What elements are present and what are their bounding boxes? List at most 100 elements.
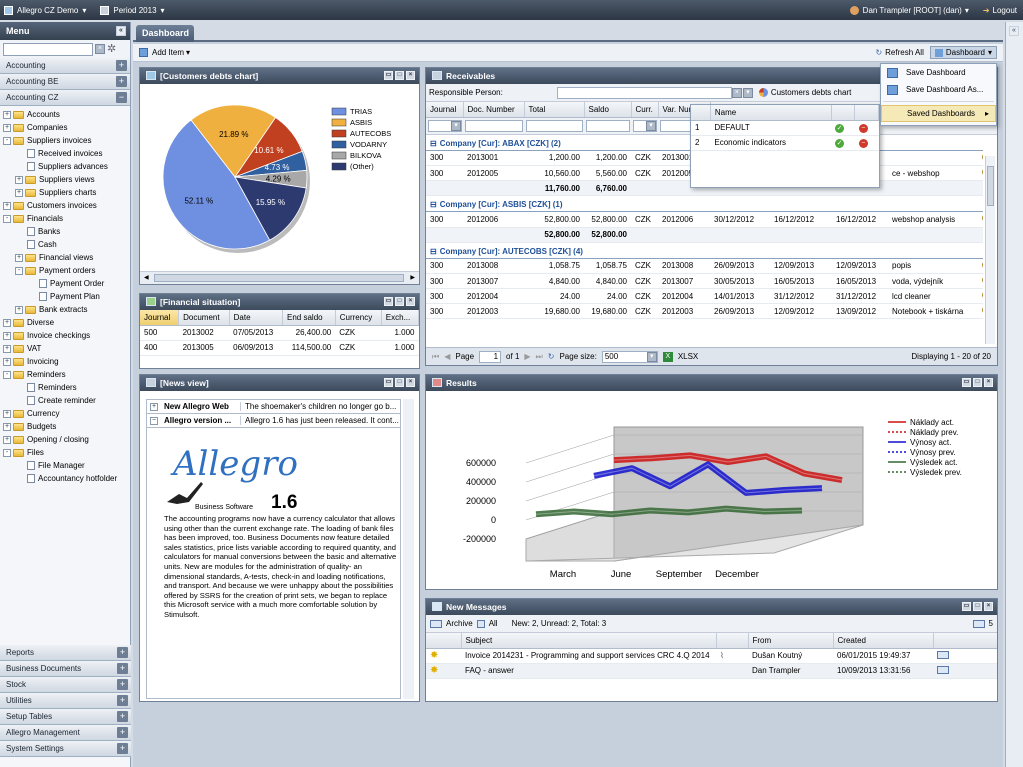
expand-icon[interactable]: + <box>3 422 11 431</box>
period-selector[interactable]: Period 2013 <box>113 5 157 15</box>
chevron-down-icon[interactable]: ▾ <box>160 5 165 15</box>
chevron-down-icon[interactable]: ▾ <box>82 5 87 15</box>
detail-cell[interactable] <box>978 150 983 166</box>
accordion-setup-tables[interactable]: Setup Tables + <box>0 709 131 725</box>
responsible-person-input[interactable] <box>556 86 732 99</box>
message-row[interactable]: ✸ FAQ - answer Dan Trampler 10/09/2013 13:3… <box>426 663 997 679</box>
magnifier-icon[interactable] <box>982 306 983 314</box>
journal-filter[interactable]: ▾ <box>428 119 462 132</box>
customers-debts-chart-button[interactable]: Customers debts chart <box>770 88 852 97</box>
group-header[interactable]: ⊟ Company [Cur]: AUTECOBS [CZK] (4) <box>426 243 983 259</box>
col-currency[interactable]: Currency <box>335 310 382 326</box>
chevron-down-icon[interactable]: ▾ <box>646 120 656 131</box>
saved-dashboards-item[interactable]: Saved Dashboards ▸ <box>881 105 996 122</box>
table-row[interactable]: 500 2013002 07/05/2013 26,400.00 CZK 1.000 <box>140 325 419 341</box>
expand-icon[interactable]: + <box>3 344 11 353</box>
expand-icon[interactable]: + <box>3 110 11 119</box>
close-icon[interactable]: × <box>406 297 415 306</box>
scroll-left-icon[interactable]: ◀ <box>144 275 149 281</box>
pie-slice-other[interactable] <box>234 176 307 241</box>
scroll-right-icon[interactable]: ▶ <box>410 275 415 281</box>
vertical-scrollbar[interactable] <box>403 399 414 699</box>
magnifier-icon[interactable] <box>982 168 983 176</box>
scrollbar-thumb[interactable] <box>154 274 404 282</box>
col-saldo[interactable]: Saldo <box>584 102 632 118</box>
col-exch[interactable]: Exch... <box>381 310 419 326</box>
expand-icon[interactable]: + <box>3 318 11 327</box>
detail-cell[interactable] <box>978 303 983 319</box>
delete-cell[interactable]: − <box>854 135 879 151</box>
total-filter[interactable] <box>526 119 583 132</box>
maximize-icon[interactable]: □ <box>395 297 404 306</box>
next-page-icon[interactable]: ▶ <box>524 352 531 361</box>
collapse-icon[interactable]: ⊟ <box>430 200 437 209</box>
menu-item-payment-orders[interactable]: - Payment orders <box>3 264 130 277</box>
menu-item-accounts[interactable]: + Accounts <box>3 108 130 121</box>
collapse-icon[interactable]: « <box>116 26 126 36</box>
menu-item-suppliers-invoices[interactable]: - Suppliers invoices <box>3 134 130 147</box>
table-row[interactable]: 300 2013007 4,840.00 4,840.00 CZK 2013007 30/0… <box>426 273 983 289</box>
pie-slice-asbis[interactable] <box>190 104 277 178</box>
menu-item-accountancy-hotfolder[interactable]: Accountancy hotfolder <box>3 472 130 485</box>
tab-dashboard[interactable]: Dashboard <box>136 25 194 42</box>
chevron-down-icon[interactable]: ▾ <box>964 5 969 15</box>
menu-item-cash[interactable]: Cash <box>3 238 130 251</box>
maximize-icon[interactable]: □ <box>973 378 982 387</box>
expand-icon[interactable]: + <box>15 175 23 184</box>
open-cell[interactable] <box>933 648 997 664</box>
accordion-accounting-cz[interactable]: Accounting CZ − <box>0 90 130 106</box>
menu-item-budgets[interactable]: + Budgets <box>3 420 130 433</box>
menu-item-files[interactable]: - Files <box>3 446 130 459</box>
expand-icon[interactable]: + <box>117 743 128 754</box>
news-item[interactable]: + New Allegro Web The shoemaker's children… <box>147 400 400 414</box>
detail-cell[interactable] <box>978 165 983 181</box>
detail-cell[interactable] <box>978 273 983 289</box>
expand-icon[interactable]: + <box>3 357 11 366</box>
user-menu[interactable]: Dan Trampler [ROOT] (dan) <box>862 5 962 15</box>
expand-icon[interactable]: + <box>3 331 11 340</box>
close-icon[interactable]: × <box>406 378 415 387</box>
horizontal-scrollbar[interactable]: ◀ ▶ <box>140 271 419 284</box>
menu-item-create-reminder[interactable]: Create reminder <box>3 394 130 407</box>
table-row[interactable]: 300 2012003 19,680.00 19,680.00 CZK 2012003 26… <box>426 303 983 319</box>
col-total[interactable]: Total <box>524 102 585 118</box>
check-icon[interactable]: ✓ <box>835 138 845 148</box>
expand-icon[interactable]: + <box>117 711 128 722</box>
accordion-utilities[interactable]: Utilities + <box>0 693 131 709</box>
saved-dashboard-row[interactable]: 1 DEFAULT ✓ − <box>691 120 879 136</box>
accordion-business-documents[interactable]: Business Documents + <box>0 661 131 677</box>
expand-icon[interactable]: + <box>117 727 128 738</box>
accordion-stock[interactable]: Stock + <box>0 677 131 693</box>
pie-slice-trias[interactable] <box>162 119 271 250</box>
table-row[interactable]: 300 2013008 1,058.75 1,058.75 CZK 2013008 26/0… <box>426 258 983 274</box>
menu-item-suppliers-views[interactable]: + Suppliers views <box>3 173 130 186</box>
menu-item-payment-order[interactable]: Payment Order <box>3 277 130 290</box>
menu-item-financials[interactable]: - Financials <box>3 212 130 225</box>
add-item-button[interactable]: Add Item <box>152 48 185 57</box>
currency-filter[interactable]: ▾ <box>633 119 657 132</box>
collapse-icon[interactable]: - <box>3 214 11 223</box>
accordion-system-settings[interactable]: System Settings + <box>0 741 131 757</box>
menu-search-input[interactable] <box>3 42 93 56</box>
table-row[interactable]: 300 2012006 52,800.00 52,800.00 CZK 2012006 30… <box>426 212 983 228</box>
chevron-down-icon[interactable]: ▾ <box>646 351 657 362</box>
expand-icon[interactable]: + <box>117 679 128 690</box>
minimize-icon[interactable]: ▭ <box>962 378 971 387</box>
magnifier-icon[interactable] <box>982 214 983 223</box>
save-dashboard-as-item[interactable]: Save Dashboard As... <box>881 81 996 98</box>
apply-cell[interactable]: ✓ <box>831 120 855 136</box>
col-curr[interactable]: Curr. <box>631 102 659 118</box>
maximize-icon[interactable]: □ <box>395 71 404 80</box>
minimize-icon[interactable]: ▭ <box>384 378 393 387</box>
close-icon[interactable]: × <box>406 71 415 80</box>
menu-item-reminders[interactable]: - Reminders <box>3 368 130 381</box>
magnifier-icon[interactable] <box>982 152 983 161</box>
menu-item-invoicing[interactable]: + Invoicing <box>3 355 130 368</box>
chevron-down-icon[interactable]: ▾ <box>451 120 461 131</box>
menu-item-financial-views[interactable]: + Financial views <box>3 251 130 264</box>
minimize-icon[interactable]: ▭ <box>384 71 393 80</box>
menu-item-diverse[interactable]: + Diverse <box>3 316 130 329</box>
menu-item-banks[interactable]: Banks <box>3 225 130 238</box>
expand-icon[interactable]: + <box>117 663 128 674</box>
collapse-icon[interactable]: ⊟ <box>430 246 437 256</box>
